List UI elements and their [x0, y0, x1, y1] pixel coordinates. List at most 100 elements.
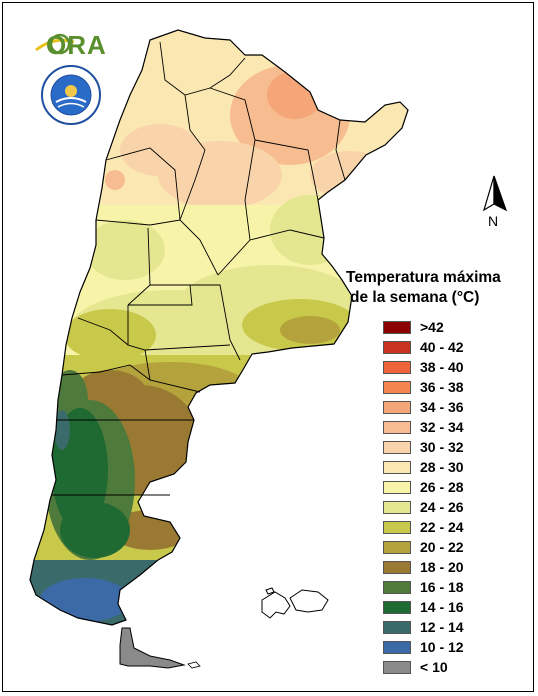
legend-label: 16 - 18: [420, 579, 464, 595]
border-catamarca: [105, 147, 181, 221]
legend-swatch: [383, 660, 411, 674]
legend-label: 14 - 16: [420, 599, 464, 615]
legend-swatch: [383, 440, 411, 454]
legend-swatch: [383, 360, 411, 374]
tierra-del-fuego-field: [120, 628, 184, 668]
legend-swatch: [383, 500, 411, 514]
malvinas-islands: [261, 587, 329, 619]
legend-item: 38 - 40: [383, 357, 526, 377]
tierra-del-fuego-outline: [119, 627, 186, 669]
legend-item: 30 - 32: [383, 437, 526, 457]
legend-swatch: [383, 480, 411, 494]
legend-item: 26 - 28: [383, 477, 526, 497]
smn-seal-icon: [41, 65, 101, 125]
legend-item: 16 - 18: [383, 577, 526, 597]
legend-swatch: [383, 520, 411, 534]
north-arrow-icon: [482, 175, 508, 212]
legend-item: 32 - 34: [383, 417, 526, 437]
gran-malvina: [261, 591, 291, 619]
legend-item: >42: [383, 317, 526, 337]
zone-10-12-santa-cruz: [40, 578, 130, 622]
legend-item: 24 - 26: [383, 497, 526, 517]
border-santiago: [179, 149, 206, 221]
legend-label: >42: [420, 319, 444, 335]
legend-item: 40 - 42: [383, 337, 526, 357]
legend-item: 18 - 20: [383, 557, 526, 577]
legend-items: >42 40 - 42 38 - 40 36 - 38 34 - 36 32 - 34 30…: [383, 317, 526, 677]
legend-swatch: [383, 460, 411, 474]
border-chaco: [254, 139, 319, 201]
border-mendoza-neuquen: [77, 317, 129, 346]
ora-swoosh-icon: [35, 33, 75, 55]
legend-label: 22 - 24: [420, 519, 464, 535]
legend-label: 20 - 22: [420, 539, 464, 555]
legend-label: < 10: [420, 659, 448, 675]
legend-swatch: [383, 620, 411, 634]
legend-item: 10 - 12: [383, 637, 526, 657]
legend-title: Temperatura máxima de la semana (°C): [346, 268, 526, 308]
zone-14-16-south: [60, 502, 130, 558]
north-label: N: [488, 213, 499, 229]
border-salta-tucuman: [184, 94, 206, 151]
legend-item: 22 - 24: [383, 517, 526, 537]
islet-north: [265, 587, 275, 595]
legend-item: 20 - 22: [383, 537, 526, 557]
legend-item: 36 - 38: [383, 377, 526, 397]
isla-estados: [187, 661, 201, 669]
legend-label: 12 - 14: [420, 619, 464, 635]
border-larioja-cordoba: [95, 219, 219, 276]
legend-label: 32 - 34: [420, 419, 464, 435]
border-entre-rios: [249, 229, 325, 241]
legend-label: 24 - 26: [420, 499, 464, 515]
ora-logo-text: ORA: [46, 30, 107, 60]
zone-12-14-south: [30, 560, 200, 625]
smn-seal-logo: [40, 64, 102, 126]
border-sanluis: [128, 284, 193, 306]
legend-swatch: [383, 380, 411, 394]
border-sanluis-cordoba: [190, 284, 241, 361]
legend-label: 10 - 12: [420, 639, 464, 655]
legend-label: 34 - 36: [420, 399, 464, 415]
zone-24-26-east: [270, 195, 350, 265]
zone-20-22-coast: [280, 316, 340, 344]
legend-label: 36 - 38: [420, 379, 464, 395]
legend-swatch: [383, 420, 411, 434]
legend-item: 28 - 30: [383, 457, 526, 477]
legend-item: 12 - 14: [383, 617, 526, 637]
zone-24-26-west: [85, 220, 165, 280]
zone-34-36-northeast: [267, 71, 323, 119]
legend-item: < 10: [383, 657, 526, 677]
legend-label: 18 - 20: [420, 559, 464, 575]
legend-title-line1: Temperatura máxima: [346, 269, 501, 286]
border-santafe: [217, 139, 256, 276]
border-formosa: [209, 87, 256, 141]
legend-title-line2: de la semana (°C): [350, 289, 480, 306]
zone-22-24-cuyo: [64, 309, 156, 361]
legend-swatch: [383, 640, 411, 654]
border-mendoza-lapampa: [127, 305, 231, 351]
legend-swatch: [383, 320, 411, 334]
legend-swatch: [383, 600, 411, 614]
legend-swatch: [383, 400, 411, 414]
isla-soledad: [289, 589, 329, 613]
border-neuquen: [61, 364, 151, 381]
province-borders: [52, 41, 346, 496]
legend-item: 14 - 16: [383, 597, 526, 617]
legend-label: 40 - 42: [420, 339, 464, 355]
zone-32-34-west: [105, 170, 125, 190]
legend-swatch: [383, 580, 411, 594]
legend-swatch: [383, 540, 411, 554]
ora-logo: ORA: [34, 28, 107, 60]
legend: Temperatura máxima de la semana (°C) >42…: [346, 268, 526, 677]
legend-label: 26 - 28: [420, 479, 464, 495]
border-jujuy-salta: [159, 41, 246, 96]
zone-30-32-northwest: [120, 124, 200, 176]
legend-item: 34 - 36: [383, 397, 526, 417]
legend-swatch: [383, 340, 411, 354]
argentina-outline: [29, 29, 409, 626]
zone-30-32-mesopotamia: [310, 151, 390, 199]
legend-label: 30 - 32: [420, 439, 464, 455]
border-misiones: [335, 119, 346, 181]
legend-label: 28 - 30: [420, 459, 464, 475]
